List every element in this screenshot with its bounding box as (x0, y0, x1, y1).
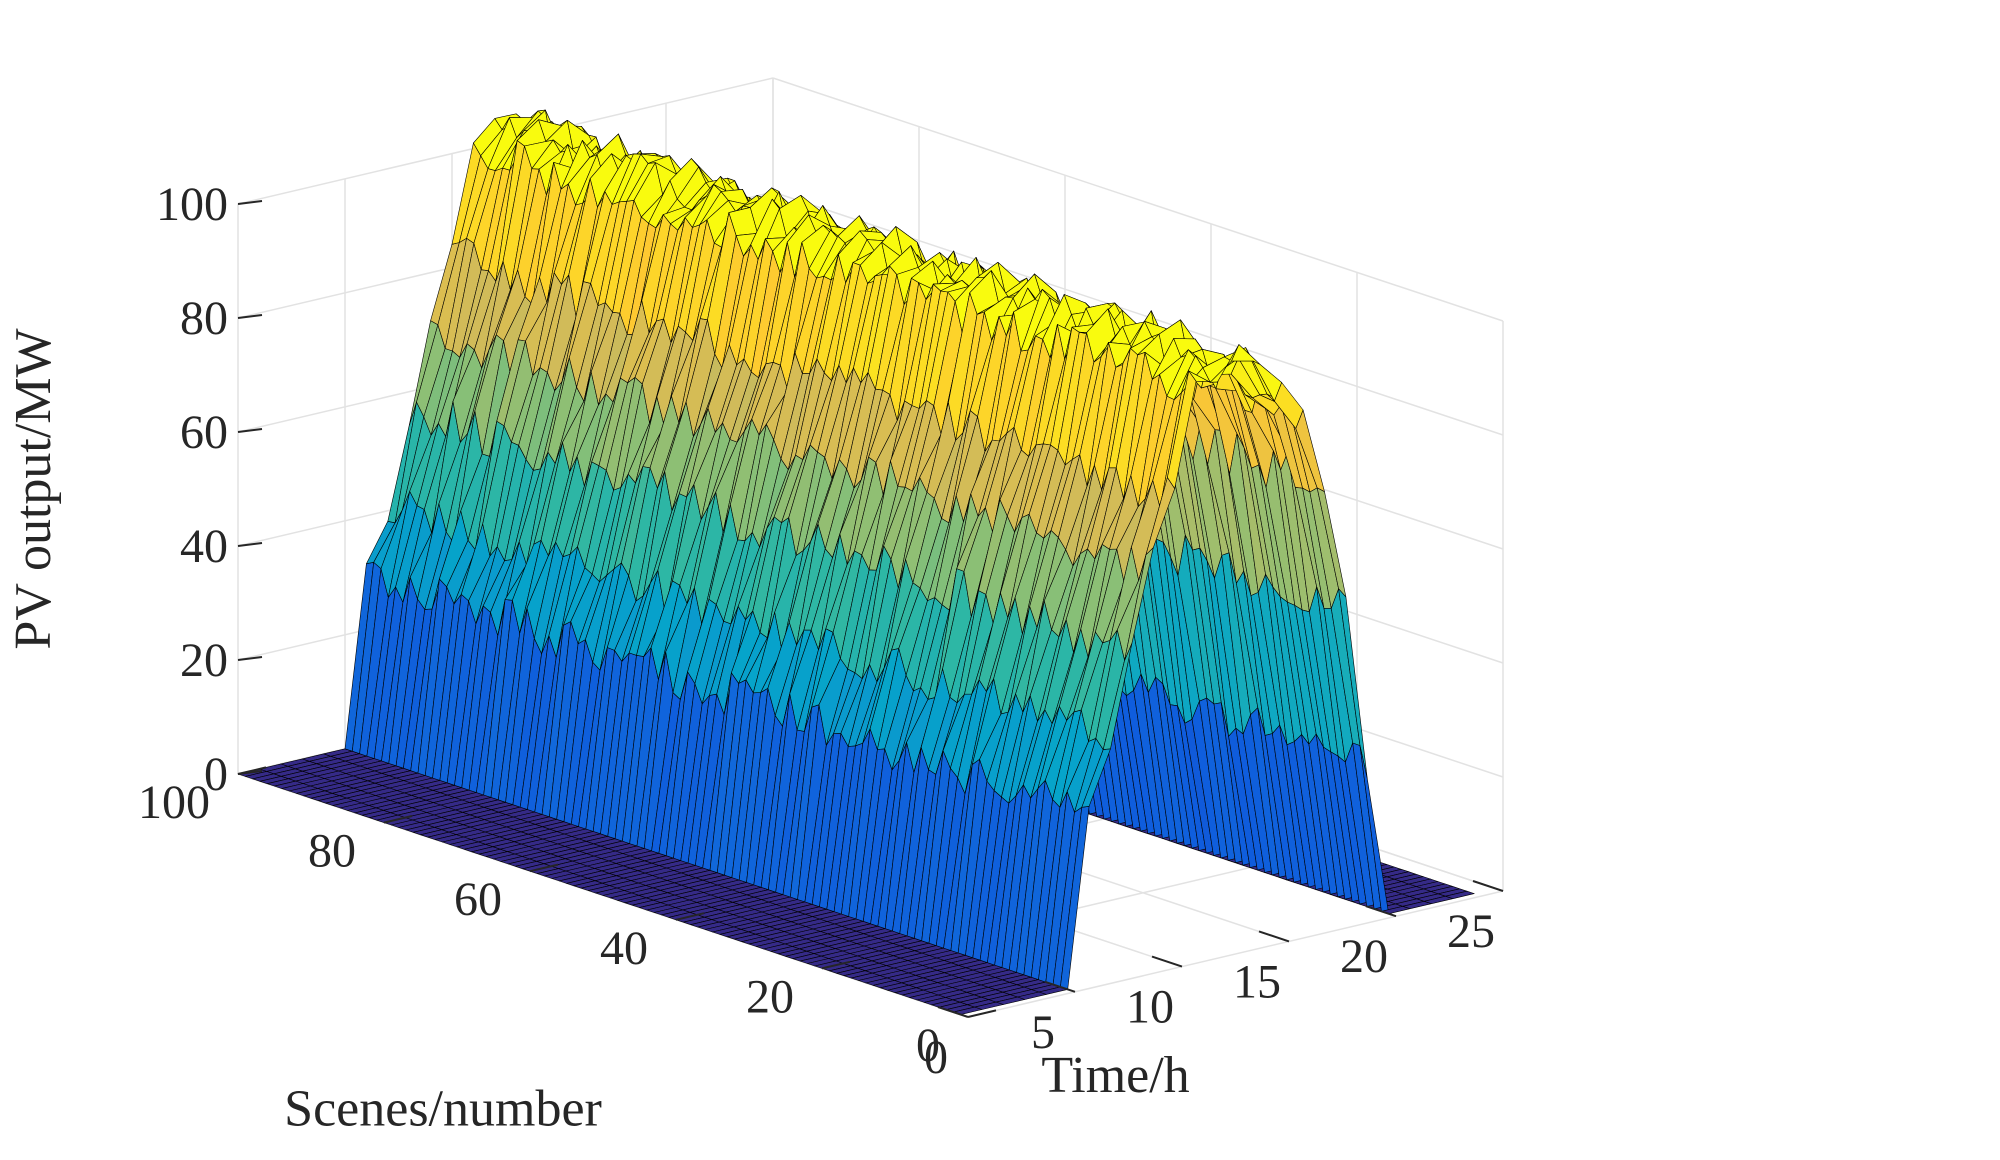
scene-tick (383, 815, 413, 824)
scene-tick-label: 0 (916, 1019, 940, 1072)
surface-plot (237, 109, 1475, 1015)
grid-line-s-floor (967, 890, 1504, 1018)
z-tick (237, 428, 263, 433)
scene-tick-label: 40 (600, 922, 648, 975)
scene-tick-label: 60 (454, 873, 502, 926)
time-tick-label: 15 (1233, 955, 1281, 1008)
time-tick (1151, 955, 1183, 968)
scene-tick (675, 912, 705, 921)
z-tick (237, 200, 263, 205)
z-tick-label: 60 (180, 406, 228, 459)
z-tick-label: 20 (180, 634, 228, 687)
grid-line-z-side (772, 77, 1504, 322)
time-tick-label: 25 (1447, 905, 1495, 958)
z-tick-label: 80 (180, 292, 228, 345)
surface-patch (1445, 890, 1475, 900)
time-tick (1044, 980, 1076, 993)
x-axis-label: Time/h (1041, 1047, 1189, 1104)
z-tick (237, 314, 263, 319)
time-tick-label: 10 (1126, 981, 1174, 1034)
scene-tick-label: 20 (746, 970, 794, 1023)
scene-tick (821, 960, 851, 970)
scene-tick (237, 766, 267, 775)
time-tick (1365, 905, 1397, 918)
z-tick-label: 40 (180, 520, 228, 573)
y-axis-label: Scenes/number (284, 1081, 602, 1138)
time-tick-label: 20 (1340, 930, 1388, 983)
scene-tick (967, 1009, 997, 1018)
z-tick (237, 542, 263, 547)
z-axis-label: PV output/MW (5, 328, 62, 649)
z-tick-label: 100 (156, 178, 228, 231)
time-tick-label: 0 (924, 1031, 948, 1084)
scene-tick-label: 80 (308, 825, 356, 878)
z-tick-label: 0 (204, 748, 228, 801)
scene-tick (529, 863, 559, 873)
time-tick (937, 1006, 969, 1018)
time-tick (1472, 880, 1504, 892)
time-tick (1258, 930, 1290, 943)
z-tick (237, 656, 263, 661)
time-tick-label: 5 (1031, 1006, 1055, 1059)
scene-tick-label: 100 (138, 776, 210, 829)
